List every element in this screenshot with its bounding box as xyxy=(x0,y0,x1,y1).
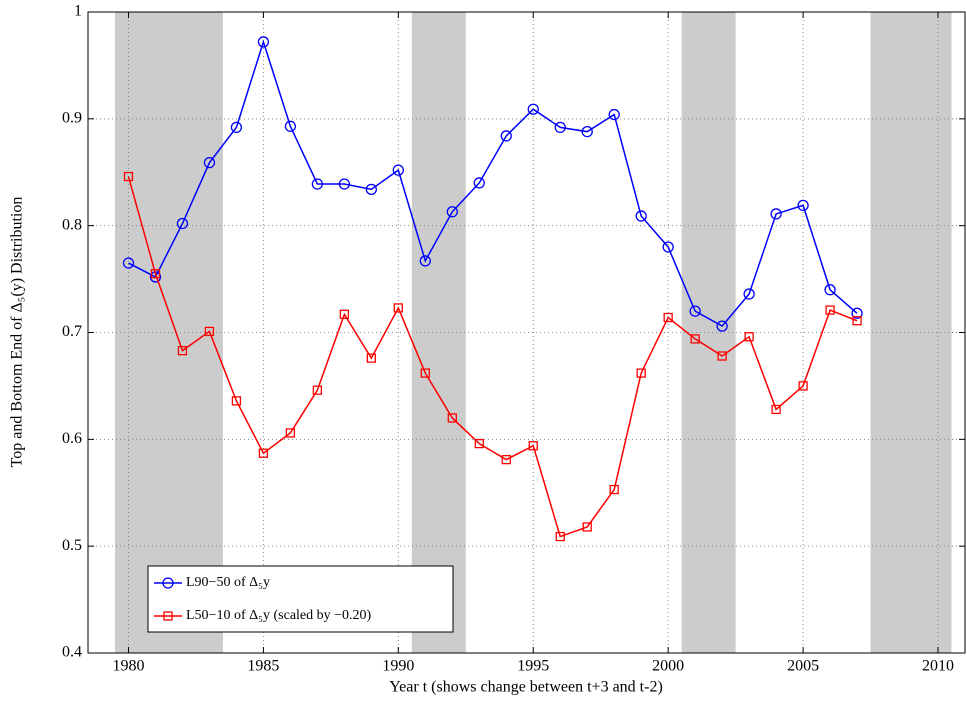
marker xyxy=(609,484,619,495)
marker xyxy=(771,404,781,415)
x-tick-label: 1980 xyxy=(112,658,144,675)
marker xyxy=(474,438,484,449)
marker xyxy=(744,332,754,342)
marker xyxy=(824,284,836,296)
marker xyxy=(446,206,458,218)
marker xyxy=(717,351,727,361)
marker xyxy=(743,288,755,300)
x-tick-label: 2000 xyxy=(652,658,684,675)
marker xyxy=(338,178,351,190)
marker xyxy=(311,178,324,190)
legend-label: L90−50 of Δ₅y xyxy=(186,575,270,590)
shaded-band xyxy=(870,12,952,653)
marker xyxy=(716,320,728,332)
marker xyxy=(554,121,566,134)
marker xyxy=(231,396,242,406)
y-tick-label: 0.5 xyxy=(62,537,82,554)
marker xyxy=(555,531,565,542)
y-tick-label: 0.4 xyxy=(62,644,82,661)
marker xyxy=(230,121,243,134)
y-tick-label: 0.7 xyxy=(62,323,82,340)
marker xyxy=(608,108,620,121)
x-axis-label: Year t (shows change between t+3 and t-2… xyxy=(389,679,663,696)
marker xyxy=(365,183,377,195)
marker xyxy=(176,217,189,230)
x-tick-label: 1985 xyxy=(247,658,279,675)
marker xyxy=(150,269,161,279)
legend-box xyxy=(147,565,454,633)
x-tick-label: 1995 xyxy=(517,658,549,675)
series-line xyxy=(127,176,858,538)
legend: L90−50 of Δ₅y L50−10 of Δ₅y (scaled by −0… xyxy=(147,565,454,633)
marker xyxy=(582,522,592,532)
marker xyxy=(339,309,350,319)
y-tick-label: 0.6 xyxy=(62,430,82,447)
series-line xyxy=(128,39,858,328)
marker xyxy=(690,334,700,344)
marker xyxy=(636,368,646,378)
marker xyxy=(689,305,701,317)
x-tick-label: 2010 xyxy=(922,658,954,675)
marker xyxy=(447,413,457,423)
marker xyxy=(285,428,296,438)
marker xyxy=(663,312,673,323)
marker xyxy=(635,210,647,222)
marker xyxy=(851,307,863,319)
marker xyxy=(163,611,173,621)
marker xyxy=(662,241,674,253)
marker xyxy=(527,103,539,115)
y-tick-label: 1 xyxy=(74,3,82,20)
marker xyxy=(419,255,431,267)
marker xyxy=(203,156,216,169)
marker xyxy=(473,177,485,189)
marker xyxy=(500,130,512,142)
x-tick-label: 1990 xyxy=(382,658,414,675)
marker xyxy=(797,199,809,212)
marker xyxy=(258,448,269,458)
marker xyxy=(204,326,215,337)
marker xyxy=(798,381,808,391)
marker xyxy=(581,126,593,138)
marker xyxy=(257,36,270,48)
marker xyxy=(420,368,430,378)
marker xyxy=(312,385,323,395)
marker xyxy=(123,171,134,182)
marker xyxy=(852,316,862,326)
marker xyxy=(392,164,404,176)
x-tick-label: 2005 xyxy=(787,658,819,675)
legend-label: L50−10 of Δ₅y (scaled by −0.20) xyxy=(186,608,372,623)
marker xyxy=(501,454,511,465)
y-tick-label: 0.8 xyxy=(62,216,82,233)
marker xyxy=(122,257,135,269)
plot-frame xyxy=(87,11,966,654)
marker xyxy=(393,303,403,313)
marker xyxy=(528,441,538,451)
y-tick-label: 0.9 xyxy=(62,110,82,127)
marker xyxy=(284,120,297,132)
marker xyxy=(770,208,782,220)
marker xyxy=(162,577,174,589)
marker xyxy=(177,346,188,356)
marker xyxy=(366,353,376,363)
shaded-band xyxy=(411,12,466,653)
marker xyxy=(825,305,835,315)
y-axis-label: Top and Bottom End of Δ₅(y) Distribution xyxy=(9,197,26,468)
